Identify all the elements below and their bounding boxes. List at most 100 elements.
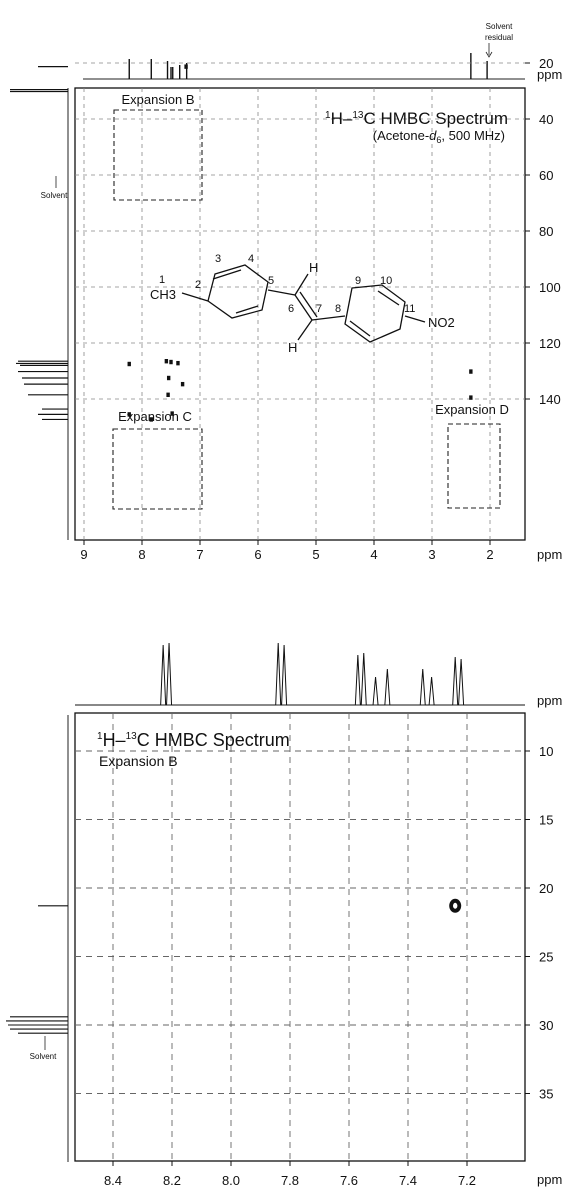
nitro-label: NO2 bbox=[428, 315, 455, 330]
y-tick-label-b: 15 bbox=[539, 813, 553, 828]
ring-double-bond bbox=[349, 320, 371, 337]
y-tick-label: 100 bbox=[539, 280, 561, 295]
atom-number-5: 5 bbox=[268, 275, 274, 287]
cross-peak bbox=[169, 359, 173, 365]
expansion-d-label: Expansion D bbox=[435, 402, 509, 417]
y-axis-ticks: 20 40 60 80 100 120 140 bbox=[525, 56, 561, 407]
x-tick-label: 5 bbox=[312, 547, 319, 562]
solvent-label-b: Solvent bbox=[30, 1052, 57, 1061]
atom-number-3: 3 bbox=[215, 253, 221, 265]
cross-peak bbox=[180, 381, 185, 387]
hydrogen-label-top: H bbox=[309, 260, 318, 275]
x-tick-label-b: 8.4 bbox=[104, 1173, 122, 1188]
y-tick-label: 40 bbox=[539, 112, 553, 127]
top-axis-unit-b: ppm bbox=[537, 693, 562, 708]
x-tick-label-b: 8.2 bbox=[163, 1173, 181, 1188]
cross-peak bbox=[184, 64, 188, 69]
x-axis-ticks-b: 8.4 8.2 8.0 7.8 7.6 7.4 7.2 bbox=[104, 1161, 476, 1188]
y-tick-label: 60 bbox=[539, 168, 553, 183]
chemical-structure bbox=[181, 264, 426, 343]
bond-c6-h bbox=[294, 273, 309, 296]
solvent-label: Solvent bbox=[41, 191, 68, 200]
structure-labels: CH3 NO2 H H 1 2 3 4 5 6 7 8 9 10 11 bbox=[150, 253, 455, 355]
x-tick-label-b: 7.4 bbox=[399, 1173, 417, 1188]
bond-c7-c8 bbox=[311, 315, 346, 321]
tolyl-ring bbox=[207, 264, 269, 319]
cross-peak bbox=[149, 417, 153, 422]
cross-peaks-b bbox=[449, 898, 462, 913]
x-tick-label: 6 bbox=[254, 547, 261, 562]
x-tick-label: 4 bbox=[370, 547, 377, 562]
y-tick-label-b: 30 bbox=[539, 1018, 553, 1033]
x-tick-label: 9 bbox=[80, 547, 87, 562]
cross-peak-b-contour bbox=[453, 902, 458, 909]
x-axis-unit: ppm bbox=[537, 547, 562, 562]
x-tick-label-b: 8.0 bbox=[222, 1173, 240, 1188]
cross-peak bbox=[176, 360, 180, 366]
double-bond-c6-c7-second bbox=[299, 291, 318, 318]
expansion-c-box bbox=[112, 428, 203, 510]
y-tick-label: 80 bbox=[539, 224, 553, 239]
ring-double-bond bbox=[377, 290, 400, 306]
top-projection-peaks bbox=[128, 53, 488, 79]
bond-c7-h bbox=[297, 319, 313, 341]
atom-number-9: 9 bbox=[355, 275, 361, 287]
x-tick-label: 8 bbox=[138, 547, 145, 562]
cross-peak bbox=[164, 359, 169, 364]
y-tick-label-b: 35 bbox=[539, 1087, 553, 1102]
atom-number-8: 8 bbox=[335, 303, 341, 315]
solvent-residual-arrowhead bbox=[485, 51, 493, 58]
y-tick-label-b: 20 bbox=[539, 881, 553, 896]
methyl-label: CH3 bbox=[150, 287, 176, 302]
chart-title: 1H–13C HMBC Spectrum bbox=[325, 109, 508, 128]
y-tick-label: 20 bbox=[539, 56, 553, 71]
nitro-bond bbox=[404, 315, 426, 323]
plot-frame-b bbox=[74, 712, 526, 1162]
grid-lines-b bbox=[75, 713, 525, 1161]
atom-number-10: 10 bbox=[380, 275, 392, 287]
cross-peak bbox=[170, 411, 174, 416]
bond-c5-c6 bbox=[267, 289, 296, 296]
chart-title-b: 1H–13C HMBC Spectrum bbox=[97, 730, 290, 750]
atom-number-1: 1 bbox=[159, 274, 165, 286]
nitrophenyl-ring bbox=[344, 284, 406, 343]
y-axis-ticks-b: 10 15 20 25 30 35 bbox=[525, 744, 553, 1102]
y-tick-label: 140 bbox=[539, 392, 561, 407]
atom-number-11: 11 bbox=[404, 303, 415, 315]
cross-peak bbox=[469, 369, 473, 374]
chart-subtitle: (Acetone-d6, 500 MHz) bbox=[373, 128, 505, 145]
cross-peak bbox=[469, 395, 473, 400]
ring-double-bond bbox=[235, 305, 259, 314]
x-tick-label-b: 7.8 bbox=[281, 1173, 299, 1188]
x-tick-label: 3 bbox=[428, 547, 435, 562]
double-bond-c6-c7 bbox=[294, 294, 313, 321]
plot-frame bbox=[74, 87, 526, 541]
x-tick-label: 7 bbox=[196, 547, 203, 562]
x-tick-label-b: 7.6 bbox=[340, 1173, 358, 1188]
expansion-d-box bbox=[447, 423, 501, 509]
cross-peak bbox=[127, 361, 131, 367]
y-tick-label-b: 25 bbox=[539, 950, 553, 965]
methyl-bond bbox=[181, 292, 209, 302]
x-axis-unit-b: ppm bbox=[537, 1172, 562, 1187]
cross-peak bbox=[166, 375, 171, 381]
top-axis-unit: ppm bbox=[537, 67, 562, 82]
side-projection-peaks bbox=[10, 66, 68, 421]
atom-number-4: 4 bbox=[248, 253, 254, 265]
solvent-residual-label-line2: residual bbox=[485, 33, 513, 42]
expansion-b-label: Expansion B bbox=[122, 92, 195, 107]
x-tick-label: 2 bbox=[486, 547, 493, 562]
chart-subtitle-b: Expansion B bbox=[99, 753, 178, 769]
cross-peaks bbox=[127, 64, 473, 422]
y-tick-label-b: 10 bbox=[539, 744, 553, 759]
solvent-residual-label-line1: Solvent bbox=[486, 22, 513, 31]
grid-lines bbox=[75, 62, 525, 540]
atom-number-6: 6 bbox=[288, 303, 294, 315]
hmbc-expansion-b-panel: ppm Solvent 8.4 8.2 8.0 7.8 7.6 7.4 7.2 10 15 20… bbox=[6, 642, 562, 1188]
cross-peak bbox=[166, 392, 170, 397]
side-projection-peaks-b bbox=[6, 905, 68, 1034]
hydrogen-label-bottom: H bbox=[288, 340, 297, 355]
atom-number-2: 2 bbox=[195, 279, 201, 291]
top-projection-trace-b bbox=[75, 642, 525, 706]
